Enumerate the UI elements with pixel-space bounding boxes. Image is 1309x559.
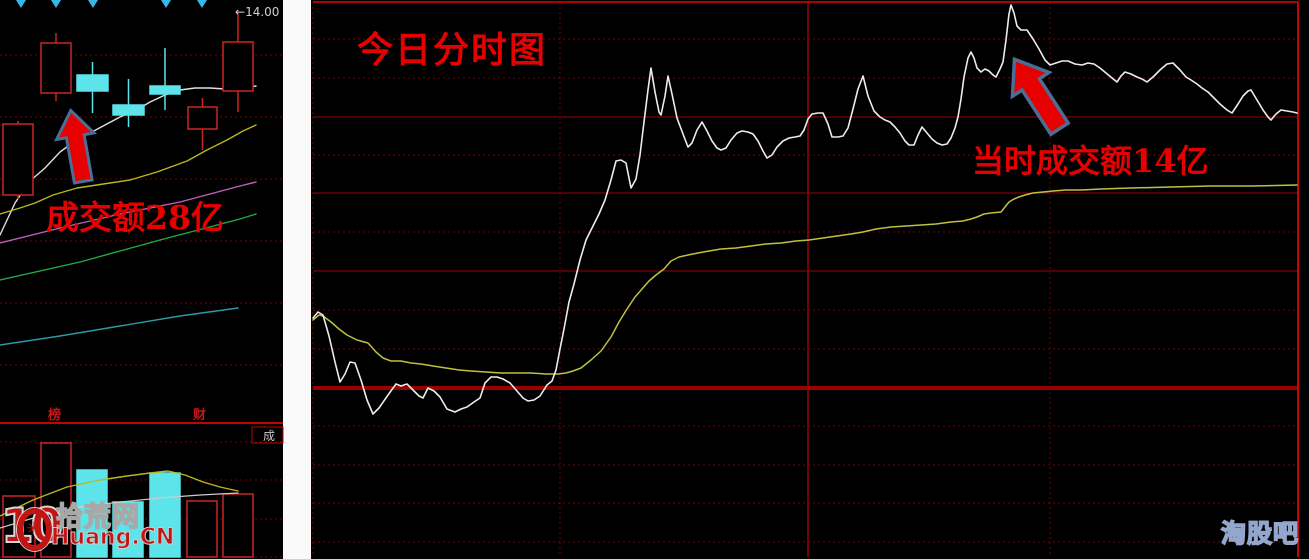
panel-divider	[283, 0, 311, 559]
volume-box-label: 成	[263, 429, 276, 443]
tab-cai[interactable]: 财	[193, 408, 207, 423]
taoguba-watermark: 淘股吧	[1220, 519, 1300, 548]
high-price-label: ←14.00	[235, 6, 279, 18]
right-volume-annotation: 当时成交额14亿	[972, 142, 1209, 180]
watermark-domain: Huang.CN	[50, 525, 175, 550]
left-volume-annotation: 成交额28亿	[46, 198, 224, 237]
arrow-left-icon: ←	[235, 5, 246, 19]
gear-ring-icon: ✳	[17, 508, 52, 551]
gear-icon: ✳	[26, 519, 41, 539]
watermark-site-name: 拾荒网	[55, 502, 140, 533]
high-price-value: 14.00	[245, 5, 280, 19]
intraday-title: 今日分时图	[357, 29, 548, 71]
tab-bang[interactable]: 榜	[48, 408, 62, 423]
